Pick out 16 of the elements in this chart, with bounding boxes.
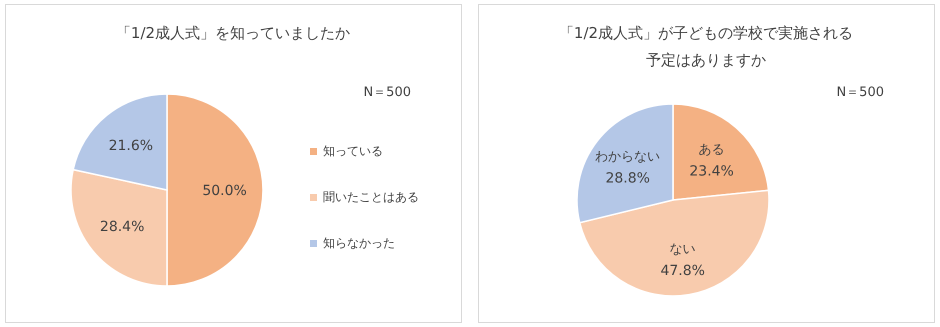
data-label: 47.8% — [660, 262, 705, 279]
chart-title: 「1/2成人式」を知っていましたか — [116, 24, 350, 42]
data-label: 28.8% — [605, 170, 650, 186]
data-label: 21.6% — [108, 138, 154, 154]
chart-title: 「1/2成人式」が子どもの学校で実施される予定はありますか — [558, 24, 854, 69]
text: N＝500 — [363, 85, 411, 100]
slice-label: ある — [698, 142, 725, 158]
data-label: 28.4% — [100, 219, 144, 236]
legend-label: 聞いたことはある — [323, 190, 419, 204]
slice-label: ない — [670, 242, 696, 257]
legend-label: 知らなかった — [323, 236, 395, 250]
data-label: 23.4% — [689, 163, 734, 180]
slice-label: わからない — [595, 149, 660, 164]
legend-label: 知っている — [323, 144, 383, 158]
text: N＝500 — [836, 85, 884, 100]
data-label: 50.0% — [202, 183, 247, 199]
